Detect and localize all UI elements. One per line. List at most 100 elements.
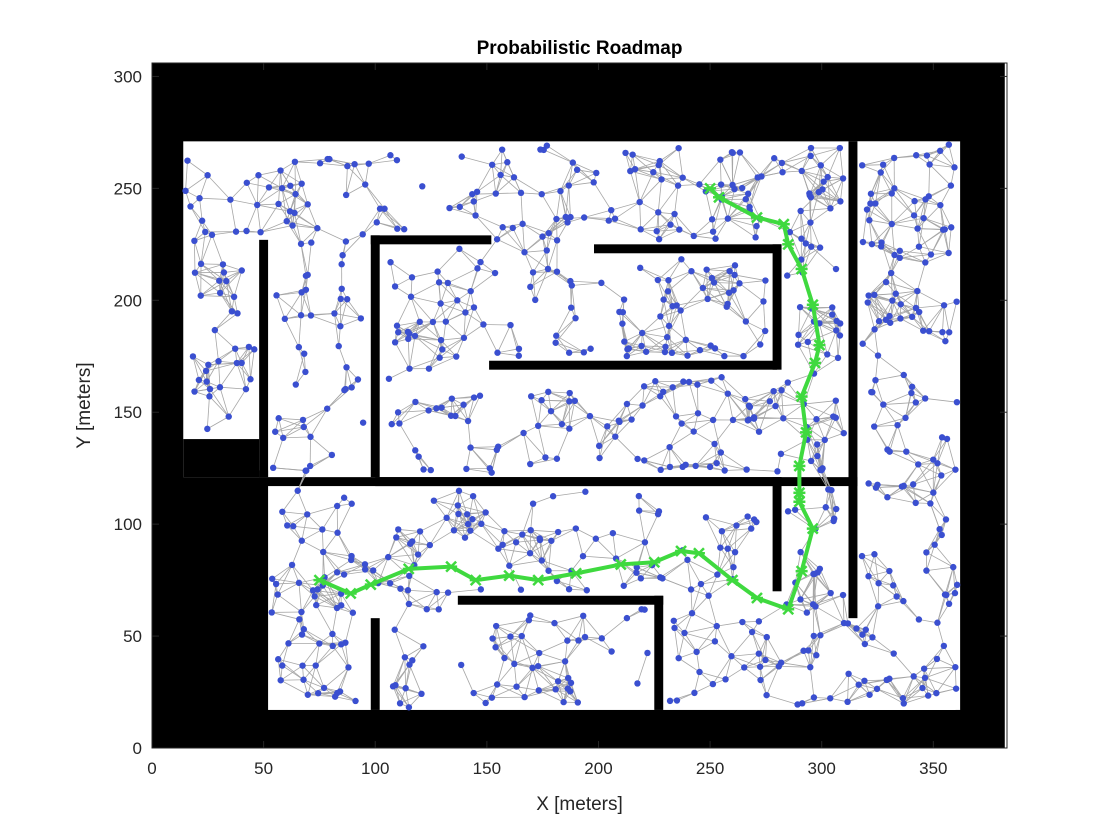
roadmap-edge bbox=[460, 664, 475, 694]
roadmap-node bbox=[470, 304, 478, 311]
roadmap-edge bbox=[522, 223, 543, 237]
roadmap-edge bbox=[803, 403, 817, 420]
roadmap-edge bbox=[207, 416, 229, 430]
roadmap-node bbox=[833, 317, 840, 325]
roadmap-edge bbox=[681, 412, 699, 424]
roadmap-edge bbox=[890, 273, 893, 301]
roadmap-node bbox=[561, 658, 569, 665]
roadmap-edge bbox=[548, 391, 570, 402]
roadmap-edge bbox=[530, 396, 539, 426]
roadmap-edge bbox=[410, 296, 441, 304]
y-tick-label: 100 bbox=[114, 515, 142, 534]
roadmap-edge bbox=[867, 302, 890, 317]
roadmap-node bbox=[729, 181, 736, 189]
roadmap-edge bbox=[891, 217, 924, 225]
roadmap-node bbox=[859, 631, 866, 638]
roadmap-edge bbox=[394, 603, 410, 630]
roadmap-edge bbox=[766, 636, 782, 663]
roadmap-node bbox=[923, 152, 931, 159]
roadmap-edge bbox=[875, 380, 884, 405]
roadmap-edge bbox=[708, 574, 718, 596]
roadmap-edge bbox=[942, 229, 949, 254]
roadmap-node bbox=[744, 513, 751, 520]
roadmap-node bbox=[803, 609, 811, 616]
roadmap-edge bbox=[345, 166, 348, 195]
roadmap-node bbox=[930, 489, 937, 496]
path-waypoint bbox=[800, 426, 813, 439]
roadmap-node bbox=[482, 699, 489, 707]
roadmap-edge bbox=[766, 694, 798, 705]
roadmap-edge bbox=[466, 468, 492, 474]
roadmap-edge bbox=[523, 432, 531, 465]
roadmap-edge bbox=[668, 310, 681, 327]
roadmap-node bbox=[593, 169, 600, 177]
roadmap-edge bbox=[632, 154, 654, 173]
roadmap-edge bbox=[895, 290, 918, 295]
roadmap-node bbox=[784, 508, 792, 515]
roadmap-edge bbox=[419, 321, 442, 341]
roadmap-node bbox=[923, 549, 930, 556]
path-waypoint bbox=[469, 574, 482, 586]
roadmap-edge bbox=[272, 564, 293, 580]
roadmap-node bbox=[694, 410, 702, 417]
roadmap-edge bbox=[556, 428, 570, 459]
roadmap-node bbox=[444, 589, 452, 596]
roadmap-edge bbox=[568, 162, 574, 186]
roadmap-edge bbox=[399, 401, 416, 424]
roadmap-edge bbox=[524, 252, 534, 273]
roadmap-edge bbox=[516, 667, 533, 687]
roadmap-edge bbox=[678, 183, 700, 187]
roadmap-node bbox=[655, 235, 663, 243]
roadmap-node bbox=[300, 676, 307, 683]
roadmap-edge bbox=[624, 341, 647, 353]
roadmap-node bbox=[182, 187, 189, 195]
roadmap-edge bbox=[467, 512, 486, 525]
roadmap-edge bbox=[923, 668, 937, 694]
roadmap-node bbox=[549, 493, 557, 500]
y-tick-label: 150 bbox=[114, 403, 142, 422]
roadmap-edge bbox=[634, 160, 660, 170]
roadmap-node bbox=[797, 548, 804, 556]
roadmap-edge bbox=[555, 688, 579, 703]
roadmap-edge bbox=[556, 222, 568, 241]
roadmap-node bbox=[409, 657, 416, 664]
roadmap-edge bbox=[476, 174, 501, 193]
roadmap-edge bbox=[932, 463, 938, 493]
roadmap-edge bbox=[693, 219, 713, 237]
roadmap-edge bbox=[222, 264, 242, 271]
roadmap-edge bbox=[816, 400, 837, 420]
roadmap-edge bbox=[467, 420, 471, 448]
roadmap-edge bbox=[512, 227, 525, 253]
roadmap-edge bbox=[312, 590, 342, 606]
roadmap-edge bbox=[668, 259, 682, 281]
roadmap-edge bbox=[315, 644, 342, 666]
roadmap-edge bbox=[278, 417, 304, 421]
roadmap-node bbox=[279, 662, 286, 669]
roadmap-edge bbox=[497, 352, 519, 357]
roadmap-node bbox=[832, 265, 840, 273]
roadmap-node bbox=[482, 509, 489, 516]
roadmap-edge bbox=[816, 418, 844, 434]
roadmap-edge bbox=[663, 299, 670, 326]
roadmap-edge bbox=[414, 335, 442, 341]
roadmap-edge bbox=[337, 532, 352, 557]
roadmap-edge bbox=[781, 155, 811, 164]
roadmap-edge bbox=[866, 209, 892, 225]
roadmap-edge bbox=[199, 197, 231, 201]
roadmap-node bbox=[405, 600, 413, 608]
roadmap-edge bbox=[534, 268, 549, 301]
roadmap-edge bbox=[601, 282, 625, 300]
roadmap-edge bbox=[465, 291, 472, 313]
roadmap-edge bbox=[538, 425, 570, 429]
roadmap-edge bbox=[575, 528, 584, 557]
path-waypoint bbox=[750, 592, 763, 604]
roadmap-edge bbox=[611, 201, 640, 211]
roadmap-edge bbox=[891, 215, 915, 225]
roadmap-node bbox=[373, 219, 380, 226]
roadmap-edge bbox=[409, 335, 416, 369]
roadmap-node bbox=[813, 441, 821, 448]
roadmap-edge bbox=[538, 660, 566, 667]
roadmap-node bbox=[754, 174, 761, 181]
roadmap-node bbox=[943, 591, 950, 599]
roadmap-node bbox=[537, 146, 544, 153]
